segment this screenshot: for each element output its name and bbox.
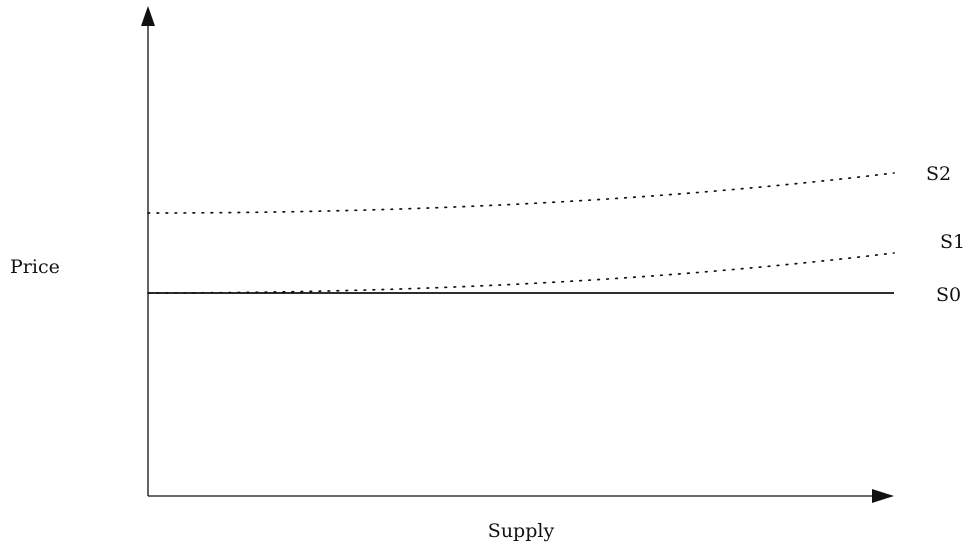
s2-label: S2: [926, 163, 951, 185]
y-axis-arrowhead: [141, 6, 155, 26]
x-axis-label: Supply: [488, 520, 555, 542]
s1-curve: [147, 252, 895, 294]
y-axis-label: Price: [10, 256, 60, 278]
s2-curve: [147, 172, 895, 214]
x-axis-arrowhead: [872, 489, 894, 503]
s0-label: S0: [936, 284, 961, 306]
s1-label: S1: [940, 231, 965, 253]
